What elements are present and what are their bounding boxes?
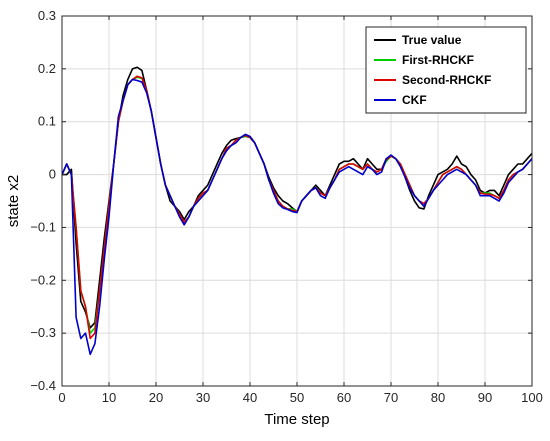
legend-label: True value (402, 33, 462, 47)
y-tick-label: 0 (49, 167, 56, 182)
legend: True value First-RHCKF Second-RHCKF CKF (365, 26, 527, 114)
x-tick-label: 70 (384, 390, 398, 405)
x-tick-label: 60 (337, 390, 351, 405)
x-tick-label: 100 (521, 390, 543, 405)
x-tick-label: 30 (196, 390, 210, 405)
legend-label: CKF (402, 93, 427, 107)
legend-label: Second-RHCKF (402, 73, 491, 87)
legend-label: First-RHCKF (402, 53, 474, 67)
y-tick-label: 0.1 (38, 114, 56, 129)
x-tick-label: 40 (243, 390, 257, 405)
y-tick-label: 0.2 (38, 61, 56, 76)
y-tick-label: −0.2 (30, 272, 56, 287)
y-tick-label: 0.3 (38, 8, 56, 23)
x-tick-label: 80 (431, 390, 445, 405)
y-tick-label: −0.3 (30, 325, 56, 340)
y-axis-label: state x2 (5, 175, 22, 228)
series-line-ckf (62, 78, 532, 356)
y-tick-label: −0.4 (30, 378, 56, 393)
x-tick-label: 10 (102, 390, 116, 405)
x-axis-label: Time step (264, 411, 329, 428)
series-layer (62, 66, 532, 356)
x-tick-label: 90 (478, 390, 492, 405)
legend-box (365, 26, 527, 114)
y-tick-label: −0.1 (30, 219, 56, 234)
ticks: 0 10 20 30 40 50 60 70 80 90 100 −0.4 −0.3 −0.2 −0.1 0 0… (30, 8, 543, 405)
x-tick-label: 0 (58, 390, 65, 405)
x-tick-label: 20 (149, 390, 163, 405)
x-tick-label: 50 (290, 390, 304, 405)
